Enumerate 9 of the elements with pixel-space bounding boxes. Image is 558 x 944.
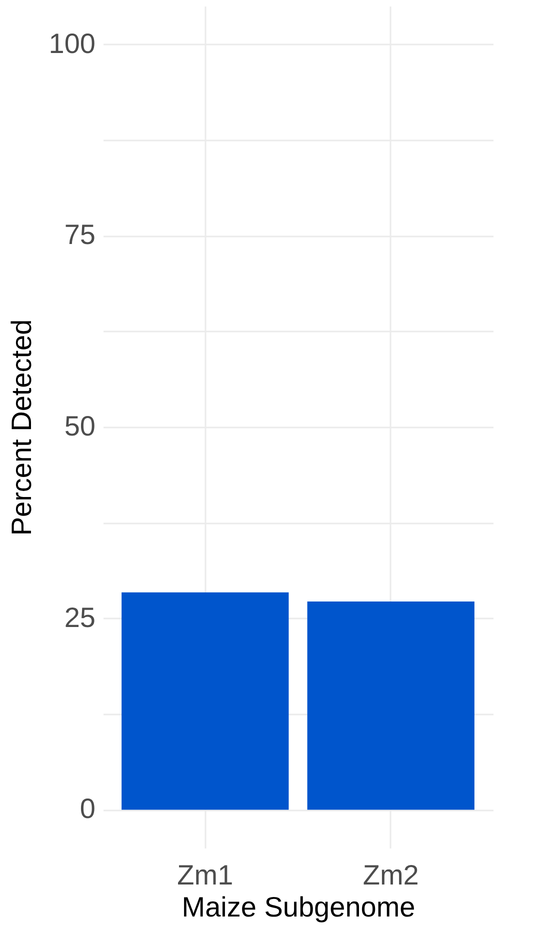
x-tick-label: Zm2 — [362, 860, 419, 890]
y-tick-label: 25 — [64, 602, 96, 633]
x-tick-label: Zm1 — [177, 860, 234, 890]
y-tick-label: 75 — [64, 219, 96, 250]
y-tick-label: 100 — [48, 28, 96, 59]
y-tick-label: 0 — [80, 793, 96, 824]
y-axis-title: Percent Detected — [6, 319, 37, 536]
x-axis-title: Maize Subgenome — [182, 892, 416, 922]
y-tick-label: 50 — [64, 410, 96, 442]
